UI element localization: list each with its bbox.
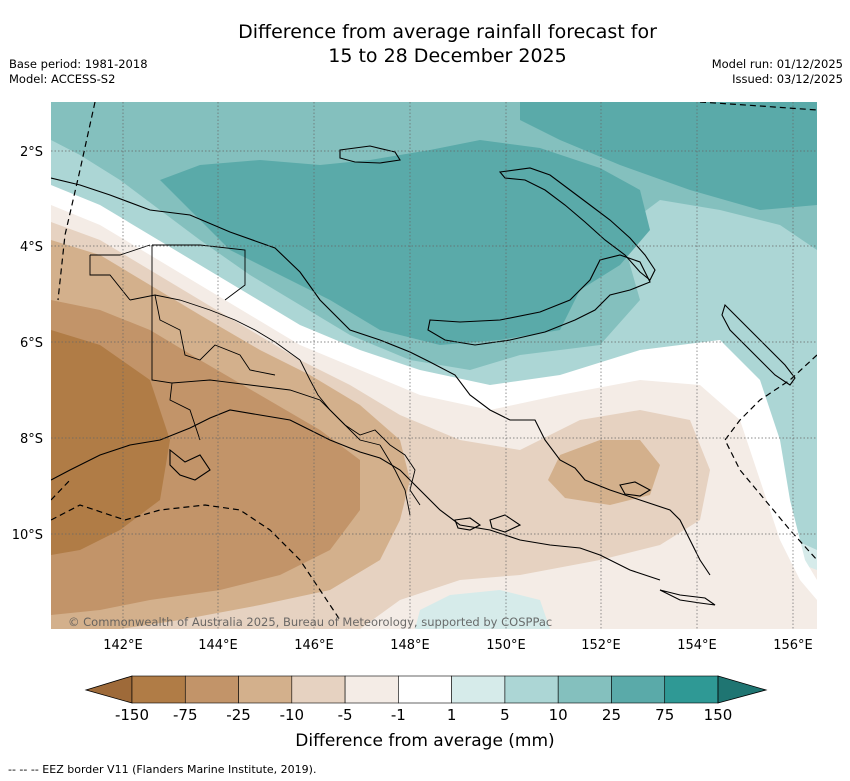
lon-label: 148°E: [390, 638, 430, 653]
international-border: [151, 245, 201, 441]
colorbar-tick-label: -25: [226, 706, 251, 724]
colorbar-tick-label: -5: [338, 706, 353, 724]
highlands-border-2: [154, 294, 276, 376]
eez-border-south-west: [51, 479, 71, 501]
anomaly-negative-6: [51, 330, 170, 555]
colorbar-tick-label: 1: [447, 706, 457, 724]
colorbar-tick-label: 150: [704, 706, 733, 724]
western-province-border: [171, 379, 381, 446]
new-guinea-south-coast: [51, 409, 661, 581]
morobe-province-border: [344, 424, 421, 506]
lon-label: 146°E: [294, 638, 334, 653]
title-line-1: Difference from average rainfall forecas…: [238, 21, 657, 43]
lat-label: 8°S: [20, 432, 43, 447]
meta-left: Base period: 1981-2018 Model: ACCESS-S2: [9, 57, 148, 87]
colorbar-tick-label: 5: [500, 706, 510, 724]
colorbar-cell: [664, 675, 719, 704]
colorbar-cell: [398, 675, 452, 704]
lon-label: 150°E: [486, 638, 526, 653]
colorbar-tick-label: 75: [655, 706, 674, 724]
lon-label: 144°E: [198, 638, 238, 653]
lon-label: 142°E: [103, 638, 143, 653]
colorbar-cell: [451, 675, 506, 704]
manus-island: [339, 145, 401, 164]
anomaly-positive-5: [520, 102, 817, 210]
colorbar-cell: [291, 675, 346, 704]
province-borders: [89, 244, 421, 516]
title-line-2: 15 to 28 December 2025: [328, 45, 567, 67]
colorbar-cells: [131, 675, 719, 704]
copyright-notice: © Commonwealth of Australia 2025, Bureau…: [68, 615, 552, 629]
model-name: Model: ACCESS-S2: [9, 72, 116, 86]
coastlines: [51, 145, 796, 606]
louisiade-archipelago: [659, 589, 716, 606]
lat-label: 4°S: [20, 240, 43, 255]
lon-label: 156°E: [773, 638, 813, 653]
eez-footnote: -- -- -- EEZ border V11 (Flanders Marine…: [8, 763, 317, 776]
new-britain: [427, 254, 651, 346]
eez-border-north-east: [699, 102, 817, 111]
lon-label: 152°E: [581, 638, 621, 653]
colorbar-cell: [184, 675, 239, 704]
anomaly-positive-6: [295, 240, 435, 320]
eez-border-east: [724, 354, 817, 561]
eez-border-north-west: [57, 102, 96, 301]
anomaly-positive-4: [160, 140, 650, 345]
colorbar-tick-label: 25: [602, 706, 621, 724]
colorbar-cell: [344, 675, 399, 704]
colorbar-label: Difference from average (mm): [295, 731, 555, 751]
colorbar-tick-label: -1: [391, 706, 406, 724]
colorbar-cell: [504, 675, 559, 704]
lat-label: 6°S: [20, 336, 43, 351]
new-guinea-north-coast: [51, 177, 711, 576]
eez-borders: [51, 102, 817, 621]
lat-labels: 2°S 4°S 6°S 8°S 10°S: [12, 145, 43, 543]
new-ireland: [498, 167, 656, 281]
colorbar-tick-label: -10: [280, 706, 305, 724]
lat-label: 10°S: [12, 528, 43, 543]
colorbar-high-extend: [717, 675, 768, 704]
colorbar-ticks: -150 -75 -25 -10 -5 -1 1 5 10 25 75 150: [115, 706, 732, 724]
colorbar-tick-label: -75: [173, 706, 198, 724]
woodlark-island: [619, 481, 652, 497]
model-run: Model run: 01/12/2025: [711, 57, 843, 71]
colorbar-tick-label: -150: [115, 706, 149, 724]
dentrecasteaux-islands: [489, 514, 522, 533]
central-province-border: [379, 444, 411, 516]
colorbar-tick-label: 10: [549, 706, 568, 724]
west-new-guinea-region-border: [89, 244, 151, 301]
highlands-border-1: [129, 294, 301, 361]
issued-date: Issued: 03/12/2025: [732, 72, 843, 86]
lat-label: 2°S: [20, 145, 43, 160]
goodenough-island: [454, 517, 482, 531]
anomaly-positive-7: [415, 590, 550, 629]
colorbar-cell: [238, 675, 293, 704]
graticule: [51, 102, 817, 629]
fly-river-delta: [169, 448, 211, 481]
lon-labels: 142°E 144°E 146°E 148°E 150°E 152°E 154°…: [103, 638, 813, 653]
bougainville: [721, 303, 796, 386]
meta-right: Model run: 01/12/2025 Issued: 03/12/2025: [712, 57, 843, 87]
colorbar: -150 -75 -25 -10 -5 -1 1 5 10 25 75 150: [84, 675, 768, 724]
anomaly-fill: [51, 102, 817, 629]
gulf-province-border: [299, 359, 346, 426]
colorbar-low-extend: [84, 675, 133, 704]
eez-border-south: [51, 504, 341, 621]
sandaun-province-border: [152, 244, 246, 301]
lon-label: 154°E: [677, 638, 717, 653]
anomaly-negative-4: [548, 440, 660, 505]
colorbar-cell: [611, 675, 666, 704]
colorbar-cell: [557, 675, 612, 704]
map-title: Difference from average rainfall forecas…: [160, 20, 735, 68]
colorbar-cell: [131, 675, 186, 704]
base-period: Base period: 1981-2018: [9, 57, 148, 71]
